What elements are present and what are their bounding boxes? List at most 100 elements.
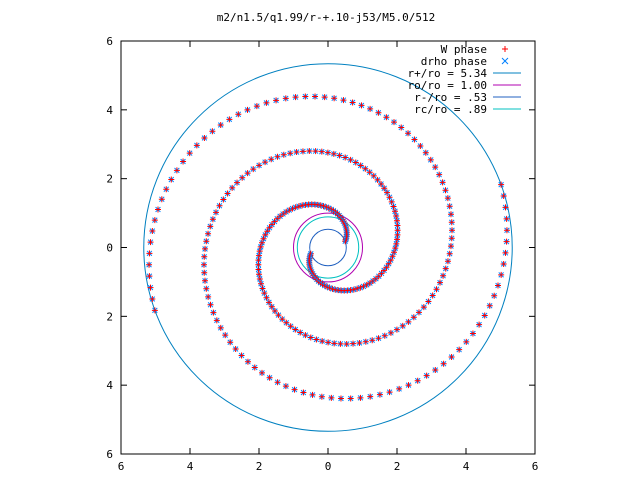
w-phase-point [239,174,246,181]
w-phase-point [287,323,294,330]
w-phase-point [253,103,260,110]
w-phase-point [357,394,364,401]
radius-circles [143,63,513,432]
x-tick-label: 2 [256,460,263,473]
w-phase-point [494,282,501,289]
w-phase-point [291,386,298,393]
w-phase-point [503,238,510,245]
y-tick-label: 6 [106,35,113,48]
w-phase-point [366,280,373,287]
w-phase-point [209,216,216,223]
w-phase-point [384,189,391,196]
w-phase-point [168,176,175,183]
circle-ro [293,212,363,283]
w-phase-point [257,243,264,250]
w-phase-point [213,317,220,324]
w-phase-point [500,192,507,199]
w-phase-point [432,164,439,171]
w-phase-point [391,119,398,126]
w-phase-point [256,271,263,278]
w-phase-point [486,302,493,309]
circle-rc [296,216,360,279]
w-phase-point [277,213,284,220]
legend-cross-marker [501,57,509,65]
y-tick-label: 2 [106,173,113,186]
w-phase-point [217,324,224,331]
w-phase-point [250,166,257,173]
w-phase-point [375,273,382,280]
w-phase-point [381,332,388,339]
w-phase-point [391,208,398,215]
w-phase-point [274,379,281,386]
w-phase-point [205,293,212,300]
w-phase-point [491,292,498,299]
legend-plus-marker [502,46,508,52]
w-phase-point [274,215,281,222]
x-tick-label: 6 [532,460,539,473]
w-phase-point [256,275,263,282]
w-phase-point [210,309,217,316]
w-phase-point [393,213,400,220]
y-tick-label: 6 [106,448,113,461]
w-phase-point [263,294,270,301]
w-phase-point [151,217,158,224]
w-phase-point [209,128,216,135]
w-phase-point [386,389,393,396]
w-phase-point [163,186,170,193]
w-phase-point [217,121,224,128]
w-phase-point [336,152,343,159]
w-phase-point [343,340,350,347]
w-phase-point [439,179,446,186]
w-phase-point [229,184,236,191]
w-phase-point [498,271,505,278]
w-phase-point [342,154,349,161]
w-phase-point [287,150,294,157]
w-phase-point [201,269,208,276]
w-phase-point [337,395,344,402]
w-phase-point [330,150,337,157]
w-phase-point [280,151,287,158]
w-phase-point [367,105,374,112]
w-phase-point [151,307,158,314]
w-phase-point [405,130,412,137]
w-phase-point [449,227,456,234]
w-phase-point [476,321,483,328]
w-phase-point [369,337,376,344]
w-phase-point [420,304,427,311]
w-phase-point [147,284,154,291]
w-phase-point [433,286,440,293]
chart-title: m2/n1.5/q1.99/r-+.10-j53/M5.0/512 [217,11,436,24]
w-phase-point [324,149,331,156]
w-phase-point [220,196,227,203]
w-phase-point [378,270,385,277]
w-phase-point [328,394,335,401]
w-phase-point [282,383,289,390]
w-phase-point [263,99,270,106]
w-phase-point [146,250,153,257]
w-phase-point [235,111,242,118]
w-phase-point [375,335,382,342]
legend-label: r+/ro = 5.34 [408,67,488,80]
w-phase-point [256,162,263,169]
x-tick-label: 4 [463,460,470,473]
w-phase-point [456,346,463,353]
w-phase-point [440,360,447,367]
w-phase-point [200,261,207,268]
w-phase-point [282,95,289,102]
w-phase-point [318,148,325,155]
w-phase-point [147,239,154,246]
w-phase-point [224,190,231,197]
w-phase-point [216,202,223,209]
y-tick-label: 4 [106,104,113,117]
w-phase-point [393,240,400,247]
w-phase-point [158,196,165,203]
w-phase-point [227,339,234,346]
w-phase-point [387,329,394,336]
w-phase-point [410,314,417,321]
w-phase-point [193,142,200,149]
w-phase-point [271,218,278,225]
w-phase-point [396,385,403,392]
w-phase-point [437,279,444,286]
